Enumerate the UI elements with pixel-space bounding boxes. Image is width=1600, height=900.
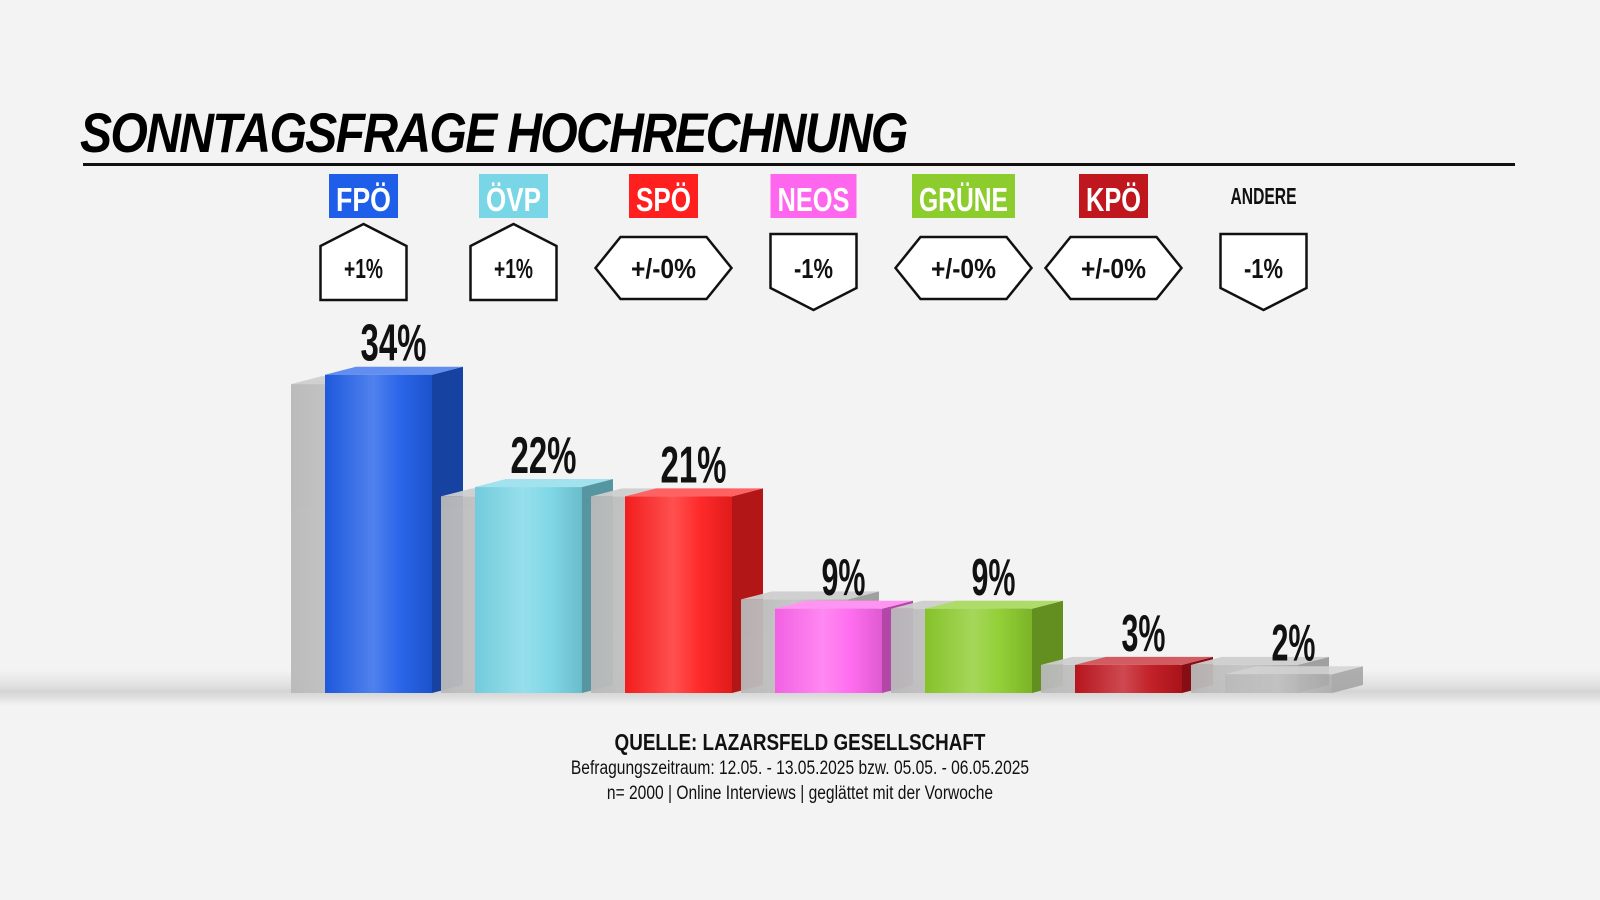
value-label-andere: 2% (1272, 614, 1316, 672)
bar-neos-front (775, 608, 882, 693)
change-label-neos: -1% (794, 253, 833, 284)
change-badge-oevp (469, 222, 558, 302)
value-label-gruene: 9% (972, 549, 1016, 607)
change-label-spoe: +/-0% (631, 253, 696, 284)
value-label-oevp: 22% (511, 427, 577, 485)
survey-period: Befragungszeitraum: 12.05. - 13.05.2025 … (570, 758, 1030, 779)
bar-gruene-front (925, 608, 1032, 693)
party-label-box-kpoe (1079, 174, 1148, 218)
bar-kpoe-top (1075, 656, 1213, 665)
bar-group-kpoe: 3% KPÖ +/-0% (1041, 174, 1213, 693)
change-badge-andere (1219, 232, 1308, 312)
change-label-oevp: +1% (494, 253, 533, 284)
party-label-box-fpoe (329, 174, 398, 218)
party-label-andere: ANDERE (1231, 183, 1297, 209)
value-label-spoe: 21% (661, 436, 727, 494)
prev-bar-neos-top (741, 591, 879, 600)
bar-kpoe-front (1075, 664, 1182, 693)
bar-andere (1225, 666, 1363, 693)
value-label-kpoe: 3% (1122, 605, 1166, 663)
change-label-fpoe: +1% (344, 253, 383, 284)
change-badge-fpoe (319, 222, 408, 302)
bar-neos-top (775, 600, 913, 609)
value-label-fpoe: 34% (361, 315, 427, 373)
footer: QUELLE: LAZARSFELD GESELLSCHAFT Befragun… (0, 728, 1600, 806)
bar-andere-front (1225, 674, 1332, 693)
prev-bar-andere-top (1191, 656, 1329, 665)
change-badge-neos (769, 232, 858, 312)
title-divider (83, 163, 1515, 166)
party-label-spoe: SPÖ (636, 181, 691, 218)
change-badge-spoe (593, 235, 734, 301)
bar-spoe-front (625, 496, 732, 693)
change-label-kpoe: +/-0% (1081, 253, 1146, 284)
party-label-neos: NEOS (778, 181, 850, 218)
party-label-box-oevp (479, 174, 548, 218)
change-badge-kpoe (1043, 235, 1184, 301)
change-label-andere: -1% (1244, 253, 1283, 284)
bar-andere-top (1225, 666, 1363, 675)
source-line: QUELLE: LAZARSFELD GESELLSCHAFT (614, 729, 986, 755)
change-badge-gruene (893, 235, 1034, 301)
bar-spoe-top (625, 488, 763, 497)
party-label-kpoe: KPÖ (1086, 181, 1141, 218)
bar-group-neos: 9% NEOS -1% (741, 174, 913, 693)
bar-gruene-top (925, 600, 1063, 609)
bar-group-gruene: 9% GRÜNE +/-0% (891, 174, 1063, 693)
party-label-gruene: GRÜNE (919, 181, 1008, 218)
bar-oevp-top (475, 479, 613, 488)
party-label-oevp: ÖVP (486, 181, 541, 218)
sample-info: n= 2000 | Online Interviews | geglättet … (606, 783, 994, 804)
bar-fpoe-front (325, 374, 432, 693)
party-label-box-neos (770, 174, 857, 218)
party-label-fpoe: FPÖ (336, 181, 391, 218)
bar-oevp-front (475, 487, 582, 693)
bar-andere-side (1332, 666, 1363, 693)
chart-title: SONNTAGSFRAGE HOCHRECHNUNG (80, 101, 908, 164)
change-label-gruene: +/-0% (931, 253, 996, 284)
bar-group-oevp: 22% ÖVP +1% (441, 174, 613, 693)
party-label-box-gruene (912, 174, 1015, 218)
bar-group-andere: 2% ANDERE -1% (1191, 183, 1363, 693)
bar-fpoe-top (325, 366, 463, 375)
party-label-box-spoe (629, 174, 698, 218)
bar-group-spoe: 21% SPÖ +/-0% (591, 174, 763, 693)
bar-group-fpoe: 34% FPÖ +1% (291, 174, 463, 693)
bar-spoe (625, 488, 763, 693)
value-label-neos: 9% (822, 549, 866, 607)
